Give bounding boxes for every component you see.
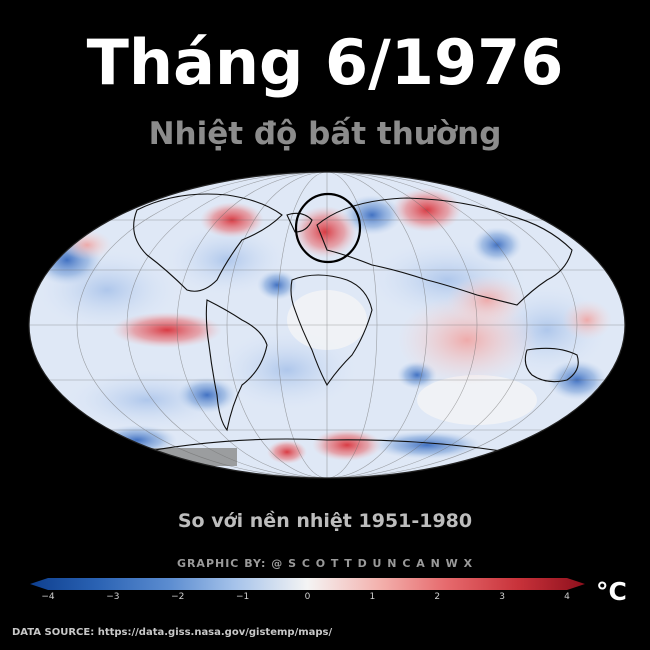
colorbar-unit: °C — [596, 577, 627, 606]
colorbar-tick-label: 1 — [370, 592, 376, 600]
western-europe-anomaly-circle — [294, 192, 362, 264]
anomaly-field — [29, 172, 625, 478]
data-source: DATA SOURCE: https://data.giss.nasa.gov/… — [12, 627, 333, 638]
colorbar-tick-label: 2 — [434, 592, 440, 600]
baseline-note: So với nền nhiệt 1951-1980 — [177, 510, 473, 532]
colorbar-gradient — [30, 578, 585, 590]
coastlines — [126, 193, 579, 456]
colorbar-tick-label: −3 — [106, 592, 119, 600]
graphic-credit: GRAPHIC BY: @ S C O T T D U N C A N W X — [176, 557, 474, 570]
page-title: Tháng 6/1976 — [86, 26, 564, 99]
colorbar: −4 −3 −2 −1 0 1 2 3 4 — [30, 578, 585, 600]
page-subtitle: Nhiệt độ bất thường — [148, 116, 502, 152]
world-anomaly-map — [28, 171, 626, 479]
colorbar-tick-label: −4 — [41, 592, 55, 600]
graticule — [29, 172, 625, 478]
colorbar-tick-label: 4 — [564, 592, 570, 600]
colorbar-tick-label: −2 — [171, 592, 184, 600]
globe-outline — [28, 171, 626, 479]
colorbar-tick-label: 3 — [499, 592, 505, 600]
colorbar-tick-label: −1 — [236, 592, 249, 600]
colorbar-tick-label: 0 — [305, 592, 311, 600]
